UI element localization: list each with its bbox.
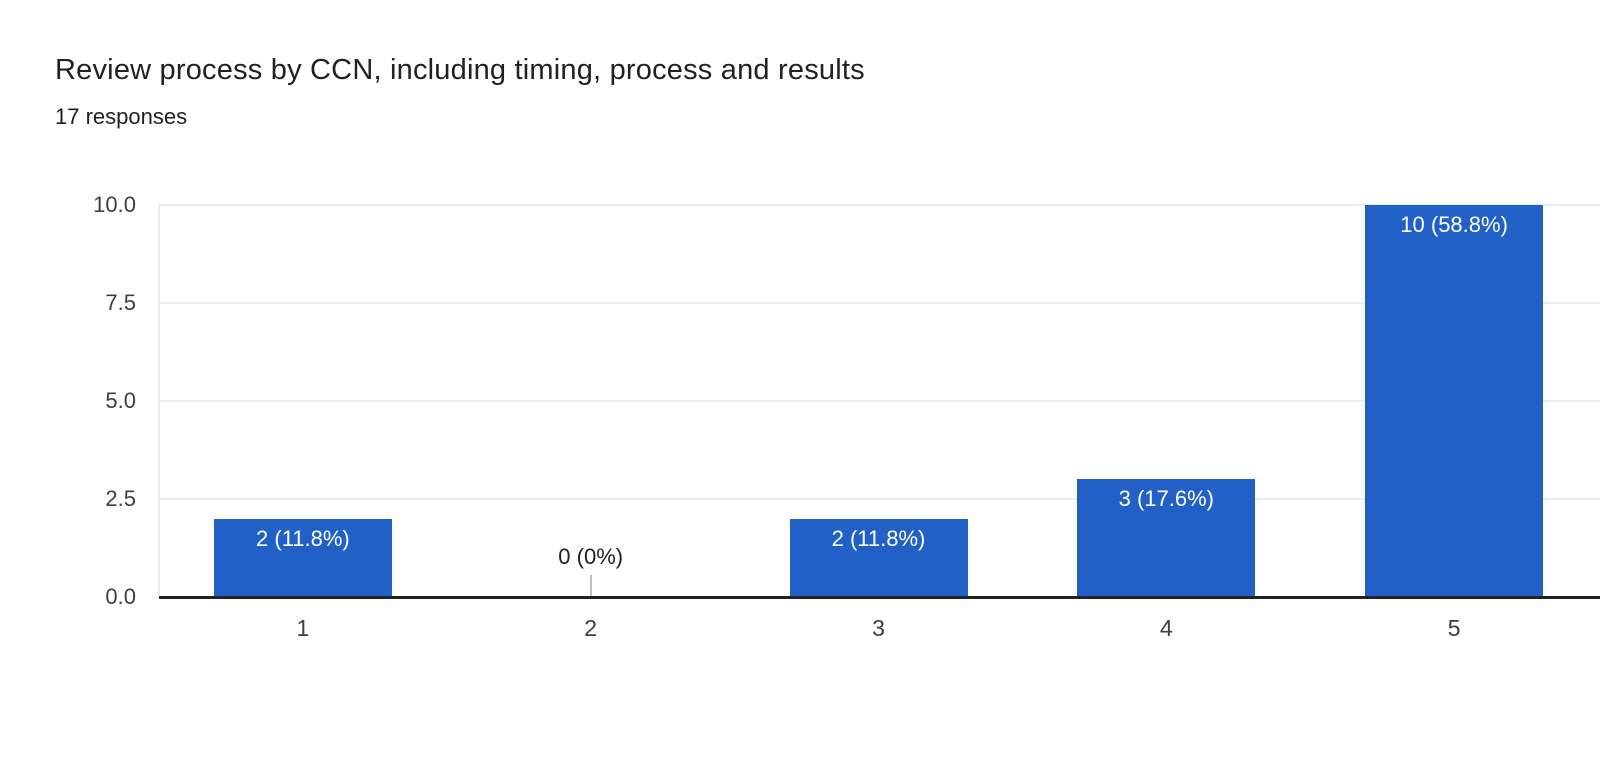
y-axis-label: 10.0 (93, 192, 136, 217)
x-axis-line (159, 596, 1600, 599)
gridline (159, 302, 1600, 304)
bar-value-label-zero: 0 (0%) (558, 544, 624, 569)
y-axis-label: 7.5 (105, 290, 136, 315)
bar[interactable]: 10 (58.8%) (1365, 205, 1544, 597)
zero-bar-stub (589, 575, 592, 597)
x-axis-label: 2 (584, 615, 598, 641)
x-axis-label: 3 (872, 615, 885, 641)
bar[interactable]: 2 (11.8%) (789, 518, 968, 597)
x-axis-label: 4 (1159, 615, 1173, 641)
question-title: Review process by CCN, including timing,… (55, 54, 865, 86)
x-axis-label: 5 (1447, 615, 1461, 641)
bar[interactable]: 3 (17.6%) (1077, 479, 1256, 597)
bar[interactable]: 2 (11.8%) (213, 518, 392, 597)
y-axis-label: 0.0 (105, 584, 136, 609)
x-axis-label: 1 (296, 615, 310, 641)
bar-value-label: 2 (11.8%) (256, 525, 350, 551)
gridline (159, 400, 1600, 402)
gridline (159, 204, 1600, 206)
response-count: 17 responses (55, 104, 188, 129)
gridline (159, 498, 1600, 500)
bar-value-label: 10 (58.8%) (1400, 212, 1508, 237)
y-axis-label: 2.5 (105, 486, 136, 511)
bar-value-label: 3 (17.6%) (1118, 486, 1214, 512)
bar-value-label: 2 (11.8%) (831, 525, 926, 551)
y-axis-label: 5.0 (105, 388, 136, 413)
